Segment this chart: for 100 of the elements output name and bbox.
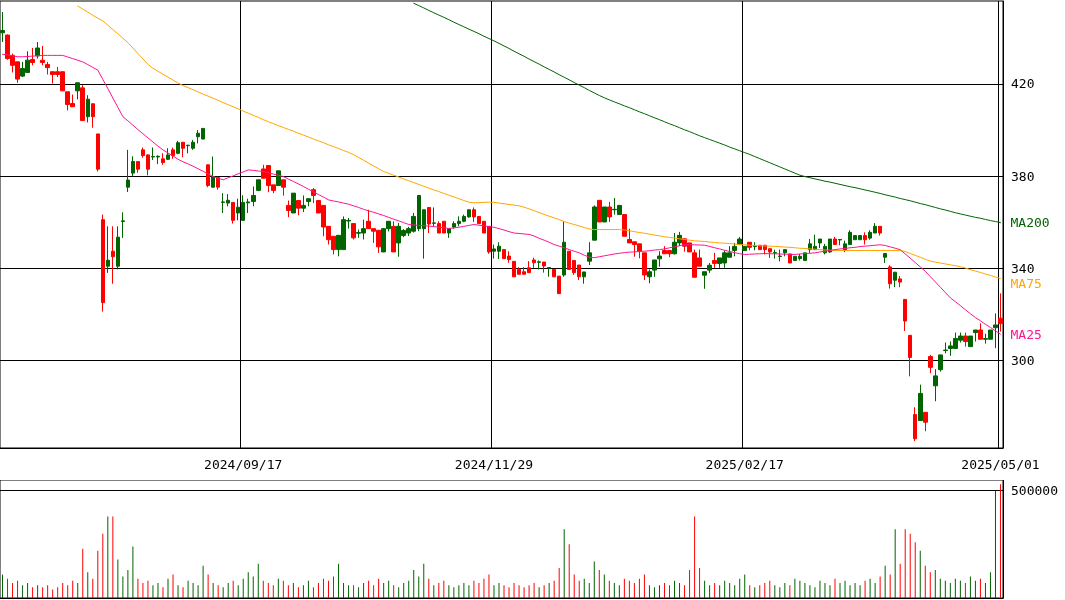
candlestick	[427, 206, 431, 234]
candlestick	[833, 236, 837, 246]
candlestick	[918, 384, 923, 422]
candlestick	[883, 253, 887, 264]
candlestick	[91, 103, 95, 129]
candlestick	[878, 225, 882, 237]
candlestick	[45, 61, 50, 75]
candlestick	[537, 259, 541, 270]
candlestick	[647, 268, 652, 284]
line-series	[77, 5, 1001, 279]
candlestick	[742, 245, 747, 252]
candlestick	[301, 194, 306, 213]
y-tick-label: 380	[1011, 168, 1035, 184]
candlestick	[778, 249, 782, 262]
candlestick	[542, 261, 546, 274]
candlestick	[707, 262, 712, 274]
candlestick	[75, 82, 80, 100]
candlestick	[968, 335, 973, 348]
candlestick	[838, 238, 842, 246]
candlestick	[306, 198, 311, 207]
candlestick	[181, 141, 185, 158]
y-tick-label: 420	[1011, 76, 1035, 92]
y-tick-label: 500000	[1011, 483, 1058, 499]
candlestick	[657, 250, 662, 268]
candlestick	[602, 206, 607, 223]
candlestick	[80, 84, 85, 122]
candlestick	[256, 179, 261, 192]
candlestick	[913, 406, 917, 442]
x-tick-label: 2025/02/17	[705, 457, 784, 472]
candlestick	[607, 201, 612, 223]
candlestick	[166, 147, 170, 161]
candlestick	[432, 206, 436, 227]
candlestick	[642, 252, 647, 281]
candlestick	[206, 164, 210, 188]
y-tick-label: 300	[1011, 352, 1035, 368]
candlestick	[908, 334, 912, 377]
candlestick	[998, 292, 1003, 333]
series-label: MA25	[1010, 326, 1042, 342]
candlestick	[176, 140, 180, 155]
candlestick	[351, 223, 356, 240]
series-label: MA75	[1010, 275, 1042, 291]
candlestick	[973, 329, 978, 343]
candlestick	[893, 271, 897, 288]
candlestick	[35, 41, 40, 60]
line-series	[413, 2, 1001, 224]
candlestick	[978, 322, 983, 340]
candlestick	[447, 228, 451, 239]
candlestick	[753, 241, 757, 251]
candlestick	[622, 214, 627, 237]
candlestick	[111, 225, 115, 285]
candlestick	[702, 271, 707, 290]
candlestick	[863, 231, 867, 246]
candlestick	[582, 271, 586, 285]
candlestick	[818, 238, 822, 249]
x-tick-label: 2024/09/17	[204, 457, 283, 472]
candlestick	[281, 179, 286, 197]
candlestick	[712, 252, 717, 269]
candlestick	[963, 332, 968, 348]
candlestick	[231, 201, 235, 225]
series-label: MA200	[1010, 215, 1050, 231]
candlestick	[928, 354, 933, 374]
candlestick	[562, 220, 566, 278]
candlestick	[993, 312, 998, 349]
candlestick	[592, 204, 597, 241]
x-tick-label: 2025/05/01	[961, 457, 1040, 472]
candlestick	[106, 225, 110, 274]
candlestick	[40, 45, 45, 66]
candlestick	[923, 411, 928, 432]
candlestick	[597, 199, 602, 223]
candlestick	[888, 264, 892, 290]
candlestick	[938, 354, 943, 372]
y-tick-label: 340	[1011, 260, 1035, 276]
candlestick	[296, 200, 301, 216]
candlestick	[136, 161, 140, 174]
candlestick	[532, 257, 536, 269]
candlestick	[783, 249, 787, 257]
line-series	[2, 53, 1001, 335]
candlestick	[898, 275, 902, 288]
candlestick	[101, 214, 105, 313]
candlestick	[86, 94, 90, 123]
candlestick	[116, 225, 120, 270]
candlestick	[652, 259, 657, 278]
candlestick	[291, 192, 296, 214]
candlestick	[121, 211, 125, 239]
candlestick	[286, 200, 291, 218]
candlestick	[391, 220, 396, 253]
candlestick	[903, 298, 907, 332]
candlestick	[0, 11, 5, 43]
candlestick	[276, 170, 281, 187]
candlestick	[131, 155, 135, 177]
candlestick	[30, 47, 35, 66]
x-tick-label: 2024/11/29	[454, 457, 534, 472]
candlestick	[171, 147, 175, 160]
candlestick	[96, 133, 100, 173]
candlestick	[773, 249, 777, 260]
candlestick	[211, 156, 215, 189]
candlestick	[933, 368, 938, 402]
candlestick	[126, 149, 130, 193]
candlestick	[943, 341, 948, 354]
candlestick	[732, 242, 737, 257]
